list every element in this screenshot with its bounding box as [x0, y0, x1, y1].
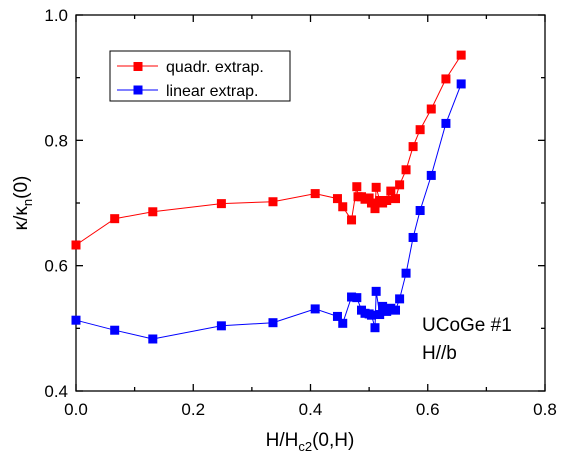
data-point — [408, 232, 418, 242]
data-point — [332, 194, 342, 204]
data-point — [352, 182, 362, 192]
data-point — [401, 268, 411, 278]
data-point — [332, 311, 342, 321]
data-point — [375, 310, 385, 320]
data-point — [401, 165, 411, 175]
data-point — [268, 318, 278, 328]
data-point — [148, 207, 158, 217]
x-tick-label: 0.0 — [64, 400, 88, 419]
data-point — [386, 303, 396, 313]
y-axis-title-main: κ/κ — [11, 206, 32, 231]
annotation-field-direction: H//b — [422, 343, 457, 364]
data-point — [71, 240, 81, 250]
y-tick-labels: 0.4 0.6 0.8 1.0 — [44, 6, 68, 401]
data-point — [310, 304, 320, 314]
legend-label-quadr: quadr. extrap. — [166, 59, 264, 76]
y-tick-label: 0.8 — [44, 131, 68, 150]
data-point — [456, 50, 466, 60]
data-point — [391, 305, 401, 315]
data-point — [391, 194, 401, 204]
data-point — [415, 206, 425, 216]
data-point — [366, 310, 376, 320]
data-point — [370, 204, 380, 214]
data-point — [426, 104, 436, 114]
legend-label-linear: linear extrap. — [166, 83, 259, 100]
y-tick-label: 0.6 — [44, 257, 68, 276]
y-axis-title-sub: n — [20, 199, 35, 206]
data-point — [347, 292, 357, 302]
data-point — [456, 79, 466, 89]
data-point — [371, 286, 381, 296]
legend-marker-linear — [133, 85, 143, 95]
y-axis-title-tail: (0) — [11, 176, 32, 199]
data-point — [371, 182, 381, 192]
data-point — [426, 170, 436, 180]
legend-marker-quadr — [133, 62, 143, 71]
data-point — [352, 293, 362, 303]
series-line — [75, 83, 462, 340]
series-0 — [71, 50, 466, 250]
x-axis-title-sub: c2 — [298, 439, 312, 454]
data-point — [415, 125, 425, 135]
data-point — [338, 202, 348, 212]
series-1 — [71, 79, 466, 344]
data-point — [268, 197, 278, 207]
x-tick-label: 0.6 — [416, 400, 440, 419]
data-point — [364, 193, 374, 203]
x-tick-label: 0.8 — [533, 400, 557, 419]
data-point — [386, 186, 396, 196]
data-point — [395, 294, 405, 304]
y-tick-label: 1.0 — [44, 6, 68, 25]
annotation-sample: UCoGe #1 — [422, 315, 512, 336]
data-point — [71, 315, 81, 325]
series-layer — [71, 50, 466, 344]
x-tick-label: 0.4 — [299, 400, 323, 419]
data-point — [370, 323, 380, 333]
x-axis-title: H/Hc2(0,H) — [266, 430, 355, 454]
data-point — [408, 142, 418, 152]
data-point — [366, 198, 376, 208]
y-tick-label: 0.4 — [44, 382, 68, 401]
x-tick-labels: 0.0 0.2 0.4 0.6 0.8 — [64, 400, 557, 419]
data-point — [110, 325, 120, 335]
y-axis-title: κ/κn(0) — [11, 176, 35, 231]
data-point — [110, 214, 120, 224]
data-point — [441, 74, 451, 84]
data-point — [441, 118, 451, 128]
x-tick-label: 0.2 — [181, 400, 205, 419]
data-point — [216, 199, 226, 209]
data-point — [148, 334, 158, 344]
x-axis-title-tail: (0,H) — [312, 430, 354, 451]
data-point — [310, 189, 320, 199]
x-axis-title-main: H/H — [266, 430, 299, 451]
data-point — [338, 318, 348, 328]
axis-ticks — [75, 14, 546, 392]
data-point — [347, 215, 357, 225]
data-point — [216, 321, 226, 331]
data-point — [382, 195, 392, 205]
data-point — [378, 301, 388, 311]
legend: quadr. extrap. linear extrap. — [109, 50, 291, 102]
data-point — [395, 180, 405, 190]
